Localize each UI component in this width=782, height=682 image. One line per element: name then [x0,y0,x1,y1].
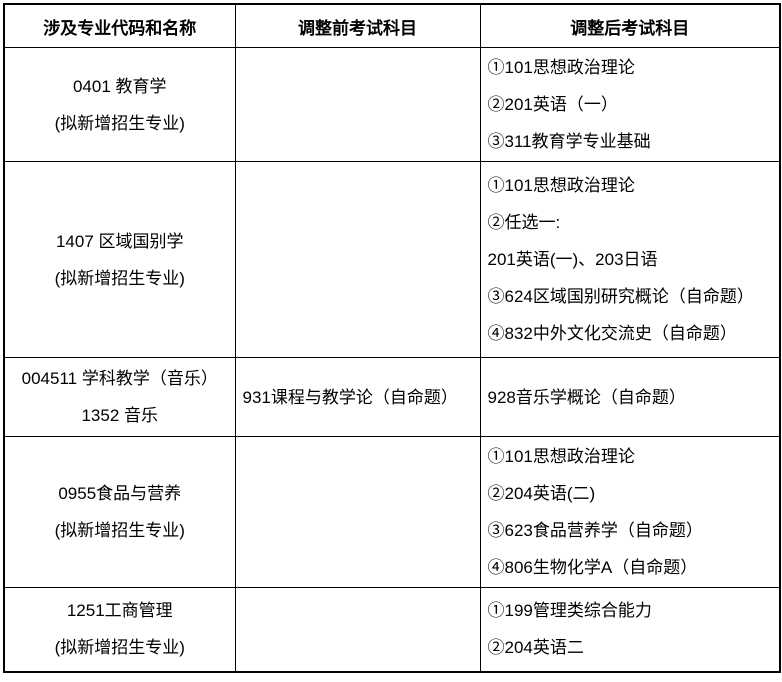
subject-line: ③623食品营养学（自命题） [487,521,703,540]
program-cell: 0401 教育学 (拟新增招生专业) [3,47,236,162]
subject-line: 201英语(一)、203日语 [487,250,658,269]
after-subjects-cell: ①101思想政治理论 ②201英语（一） ③311教育学专业基础 [479,47,781,162]
program-cell: 0955食品与营养 (拟新增招生专业) [3,436,236,588]
subject-line: ②201英语（一） [487,95,618,114]
program-code-line: 1352 音乐 [81,406,159,425]
program-code-line: 004511 学科教学（音乐） [21,369,218,388]
program-code-line: 0401 教育学 [72,76,167,96]
subject-line: 928音乐学概论（自命题） [487,387,686,407]
header-after-col: 调整后考试科目 [479,3,781,48]
program-cell: 1407 区域国别学 (拟新增招生专业) [3,161,236,358]
program-note-line: (拟新增招生专业) [54,268,185,288]
table-row: 0401 教育学 (拟新增招生专业) ①101思想政治理论 ②201英语（一） … [3,47,781,162]
table-row: 1251工商管理 (拟新增招生专业) ①199管理类综合能力 ②204英语二 [3,587,781,672]
subject-line: ①101思想政治理论 [487,447,635,466]
program-code-line: 0955食品与营养 [58,484,182,503]
after-subjects-cell: ①199管理类综合能力 ②204英语二 [479,587,781,672]
header-before-col: 调整前考试科目 [234,3,481,48]
table-row: 1407 区域国别学 (拟新增招生专业) ①101思想政治理论 ②任选一: 20… [3,161,781,358]
before-subjects-cell: 931课程与教学论（自命题） [234,357,481,437]
subject-line: ③624区域国别研究概论（自命题） [487,287,754,306]
header-row: 涉及专业代码和名称 调整前考试科目 调整后考试科目 [3,3,781,48]
program-code-line: 1407 区域国别学 [55,231,184,251]
before-subjects-cell [234,436,481,588]
program-note-line: (拟新增招生专业) [54,521,185,540]
before-subjects-cell [234,587,481,672]
program-note-line: (拟新增招生专业) [54,638,185,658]
subject-line: 931课程与教学论（自命题） [242,387,458,407]
before-subjects-cell [234,47,481,162]
table-row: 0955食品与营养 (拟新增招生专业) ①101思想政治理论 ②204英语(二)… [3,436,781,588]
subject-line: ①101思想政治理论 [487,58,635,77]
after-subjects-cell: ①101思想政治理论 ②204英语(二) ③623食品营养学（自命题） ④806… [479,436,781,588]
subject-line: ①101思想政治理论 [487,176,635,195]
table-row: 004511 学科教学（音乐） 1352 音乐 931课程与教学论（自命题） 9… [3,357,781,437]
after-subjects-cell: ①101思想政治理论 ②任选一: 201英语(一)、203日语 ③624区域国别… [479,161,781,358]
before-subjects-cell [234,161,481,358]
subject-line: ④832中外文化交流史（自命题） [487,324,737,343]
subject-line: ①199管理类综合能力 [487,601,652,621]
program-cell: 1251工商管理 (拟新增招生专业) [3,587,236,672]
subject-line: ②204英语二 [487,638,584,658]
subject-line: ③311教育学专业基础 [487,132,651,151]
program-code-line: 1251工商管理 [66,601,173,621]
subject-line: ②任选一: [487,213,561,232]
header-program-col: 涉及专业代码和名称 [3,3,236,48]
subject-line: ②204英语(二) [487,484,596,503]
after-subjects-cell: 928音乐学概论（自命题） [479,357,781,437]
program-cell: 004511 学科教学（音乐） 1352 音乐 [3,357,236,437]
program-note-line: (拟新增招生专业) [54,113,185,133]
exam-subject-adjustment-table: 涉及专业代码和名称 调整前考试科目 调整后考试科目 0401 教育学 (拟新增招… [3,3,781,673]
subject-line: ④806生物化学A（自命题） [487,558,698,577]
